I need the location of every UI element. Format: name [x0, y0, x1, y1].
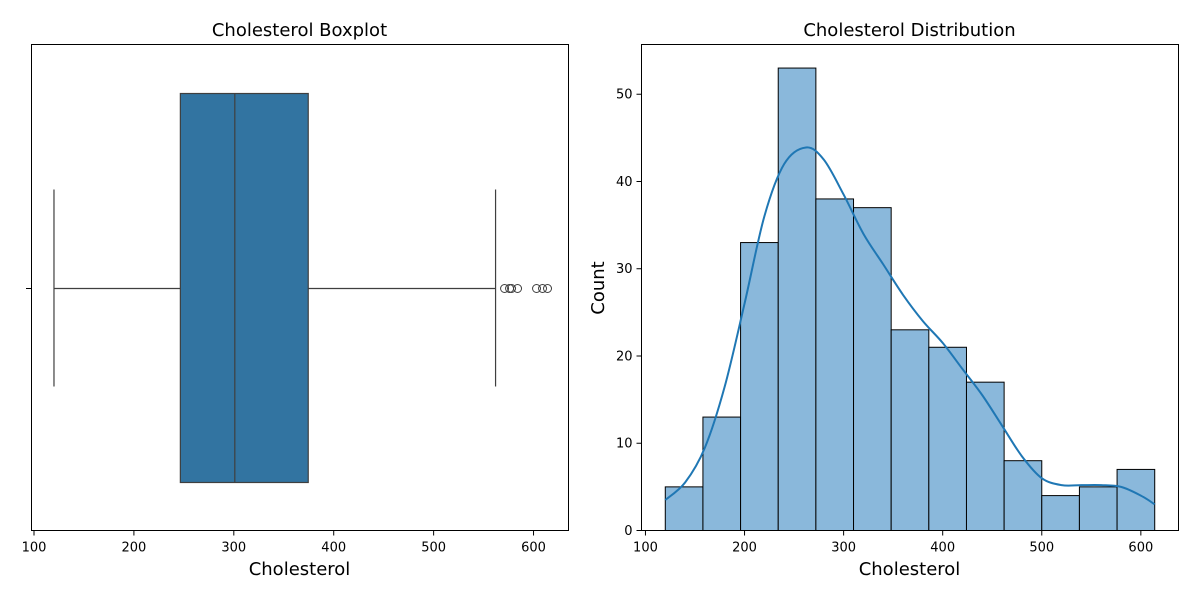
histogram-title: Cholesterol Distribution: [803, 20, 1015, 41]
boxplot-x-tick-label: 100: [22, 541, 47, 556]
histogram-y-tick-label: 50: [616, 88, 633, 103]
boxplot-outlier-point: [505, 284, 515, 293]
histogram-x-tick-label: 200: [732, 541, 757, 556]
histogram-y-tick-label: 0: [624, 524, 632, 539]
boxplot-x-tick-label: 200: [121, 541, 146, 556]
histogram-kde-curve: [664, 146, 1156, 506]
boxplot-x-axis-label: Cholesterol: [249, 559, 351, 580]
histogram-bar: [740, 242, 779, 531]
boxplot-outlier-point: [538, 284, 548, 293]
histogram-x-tick-label: 100: [633, 541, 658, 556]
histogram-bar: [890, 329, 930, 531]
histogram-y-tick-label: 20: [616, 349, 633, 364]
histogram-y-axis-label: Count: [588, 261, 609, 314]
histogram-x-tick-label: 500: [1029, 541, 1054, 556]
histogram-x-tick-label: 600: [1128, 541, 1153, 556]
boxplot-outlier-point: [507, 284, 517, 293]
boxplot-axes-frame: [31, 44, 569, 531]
histogram-marks: [664, 67, 1156, 532]
histogram-bar: [702, 416, 742, 532]
boxplot-outlier-point: [500, 284, 510, 293]
boxplot-box: [179, 92, 309, 484]
histogram-bar: [1041, 495, 1080, 532]
histogram-y-tick-label: 40: [616, 175, 633, 190]
histogram-y-tick-label: 10: [616, 437, 633, 452]
histogram-x-tick-label: 300: [831, 541, 856, 556]
boxplot-outlier-point: [543, 284, 553, 293]
histogram-bar: [853, 207, 892, 532]
boxplot-outlier-point: [513, 284, 523, 293]
histogram-y-tick-label: 30: [616, 262, 633, 277]
boxplot-x-tick-label: 400: [321, 541, 346, 556]
boxplot-x-tick-label: 500: [421, 541, 446, 556]
histogram-axes-frame: [641, 44, 1179, 531]
boxplot-x-tick-label: 300: [221, 541, 246, 556]
histogram-y-ticks: 0 10 20 30 40 50: [616, 88, 642, 539]
histogram-x-ticks: 100 200 300 400 500 600: [633, 530, 1153, 556]
histogram-bar: [664, 486, 704, 532]
boxplot-title: Cholesterol Boxplot: [212, 20, 387, 41]
boxplot-outlier-point: [532, 284, 542, 293]
boxplot-marks: [53, 92, 553, 484]
histogram-bar: [928, 346, 967, 531]
boxplot-x-tick-label: 600: [521, 541, 546, 556]
histogram-panel: Cholesterol Distribution 100 200 300 400 500…: [588, 20, 1179, 580]
histogram-bar: [1078, 486, 1118, 532]
histogram-x-tick-label: 400: [930, 541, 955, 556]
boxplot-panel: Cholesterol Boxplot 100 200 300 400 500 600 C…: [22, 20, 569, 580]
boxplot-x-ticks: 100 200 300 400 500 600: [22, 530, 546, 556]
histogram-bar: [1003, 460, 1043, 531]
histogram-bar: [965, 381, 1005, 531]
histogram-x-axis-label: Cholesterol: [859, 559, 961, 580]
histogram-bar: [815, 198, 855, 532]
histogram-bar: [777, 67, 817, 531]
